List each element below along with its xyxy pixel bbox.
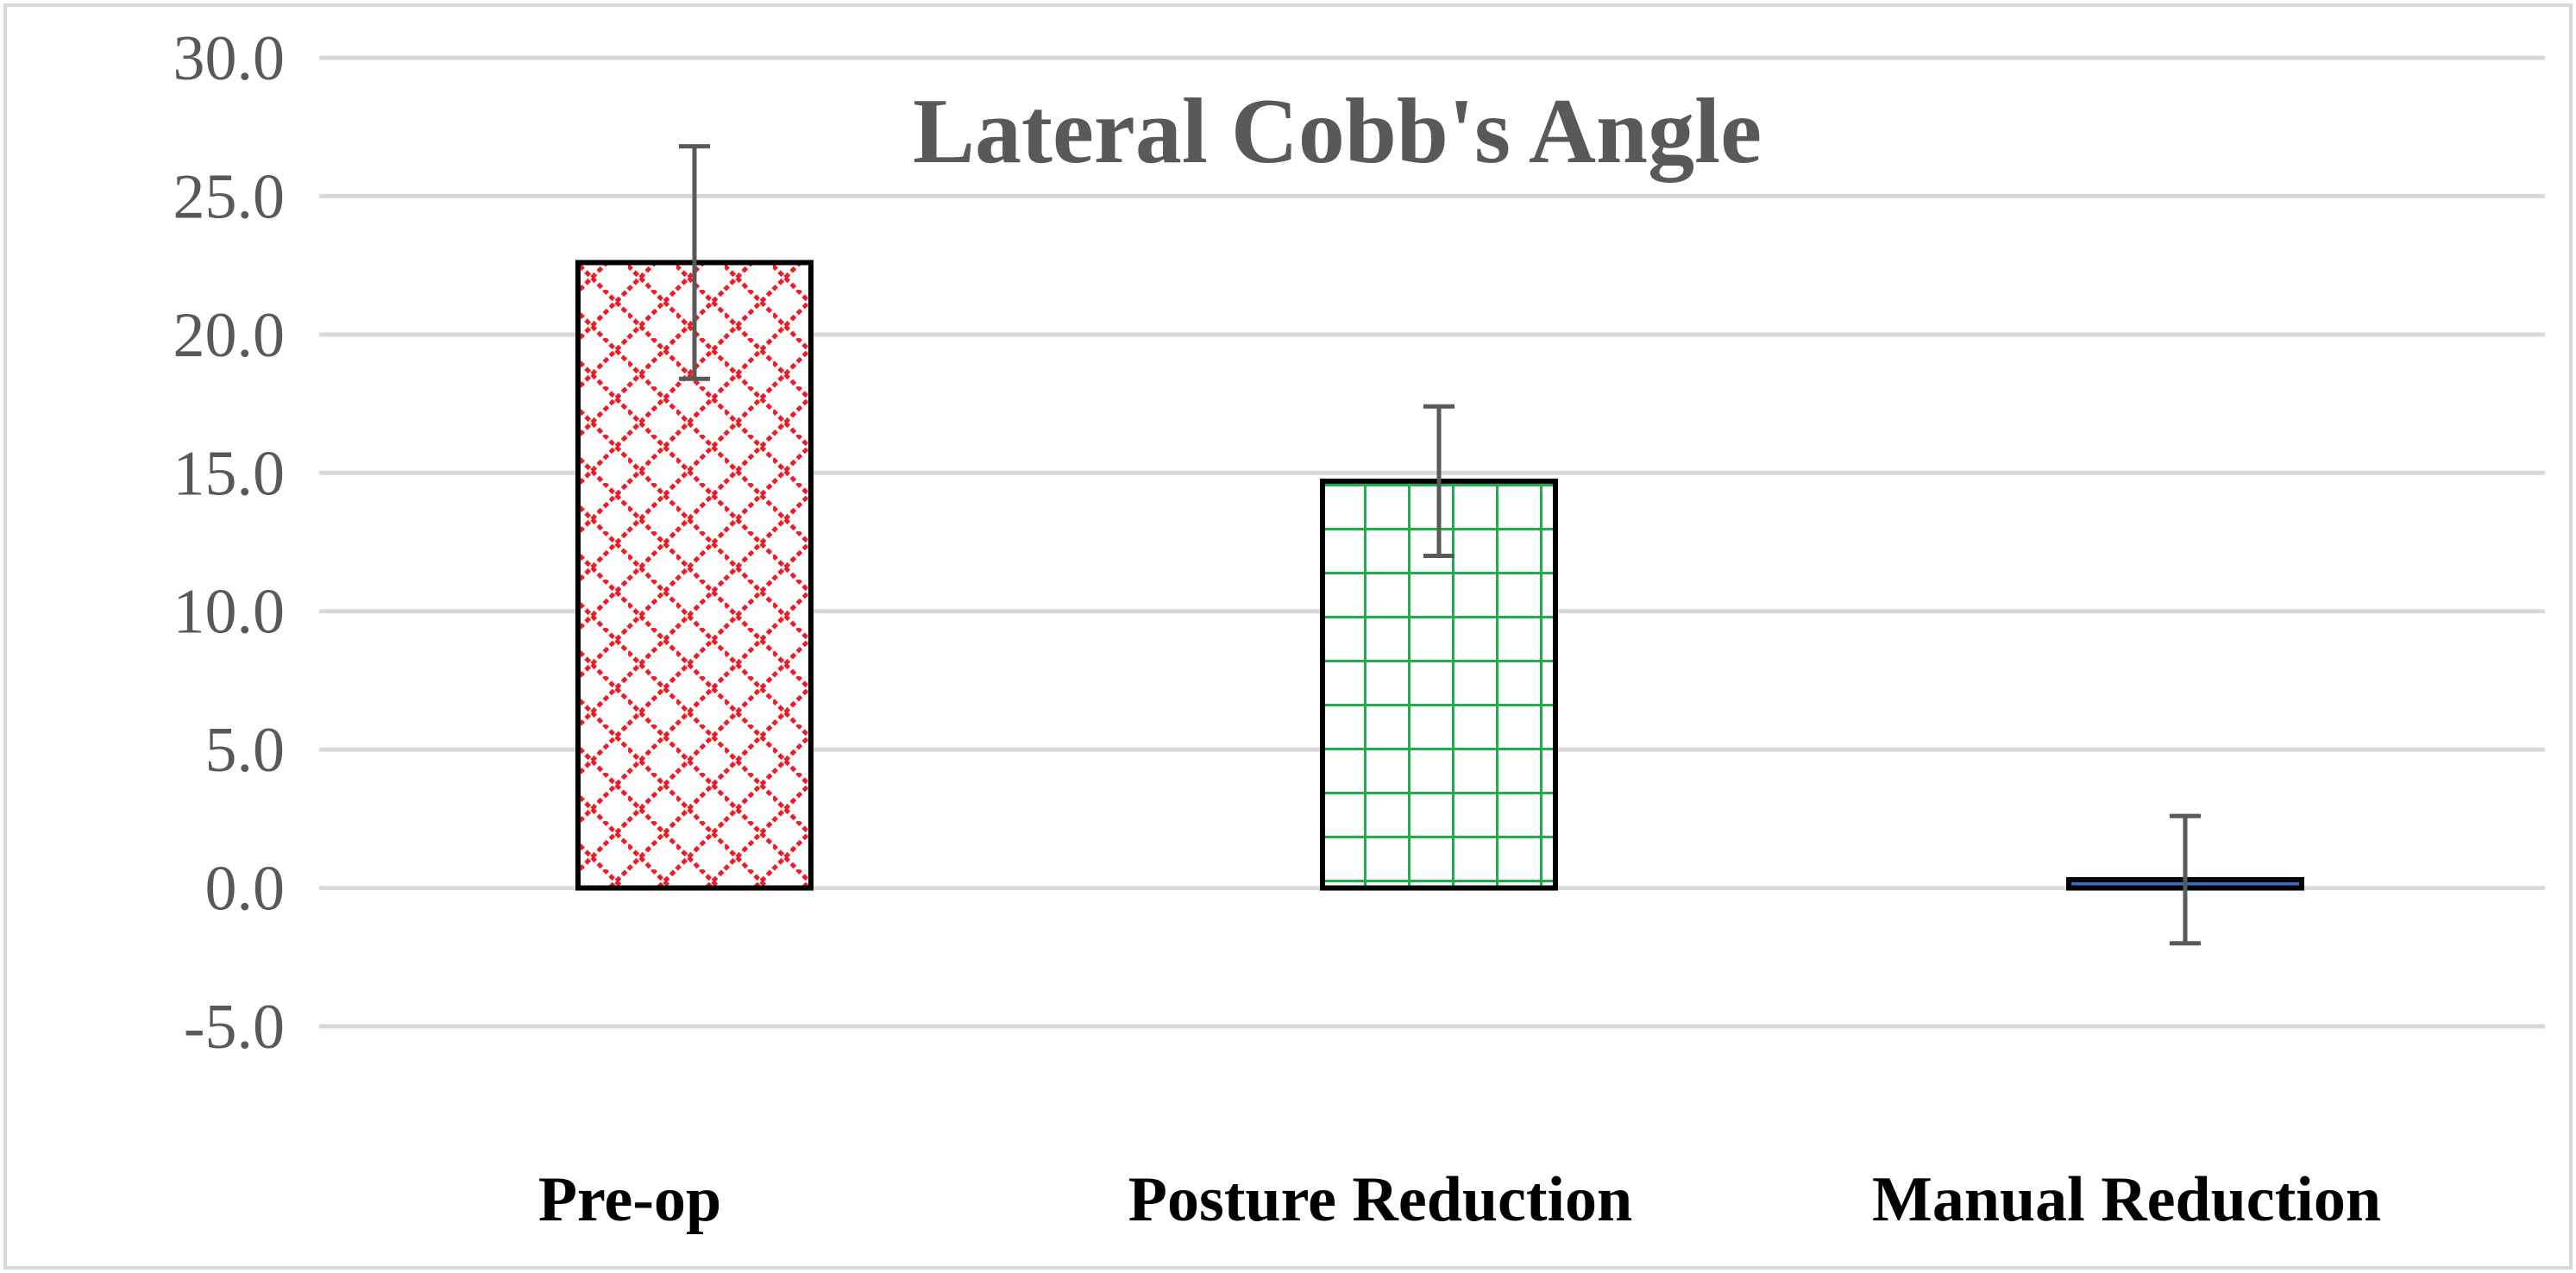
chart-frame: [3, 3, 2573, 1270]
y-tick-label: 30.0: [173, 23, 286, 94]
y-tick-label: 10.0: [173, 577, 286, 648]
error-bar: [679, 144, 710, 381]
y-tick-label: 25.0: [173, 161, 286, 232]
y-axis-ticks: 30.0 25.0 20.0 15.0 10.0 5.0 0.0 -5.0: [173, 23, 286, 1063]
chart-title: Lateral Cobb's Angle: [913, 80, 1762, 183]
error-bars: [679, 144, 2201, 946]
y-tick-label: -5.0: [184, 992, 285, 1063]
category-labels: Pre-op Posture Reduction Manual Reduction: [538, 1164, 2381, 1235]
category-label: Manual Reduction: [1872, 1164, 2381, 1235]
y-tick-label: 15.0: [173, 438, 286, 509]
y-tick-label: 5.0: [205, 715, 286, 786]
category-label: Pre-op: [538, 1164, 721, 1235]
y-tick-label: 0.0: [205, 854, 286, 925]
error-bar: [1423, 404, 1454, 559]
category-label: Posture Reduction: [1128, 1164, 1632, 1235]
error-bar: [2170, 813, 2201, 946]
y-tick-label: 20.0: [173, 300, 286, 371]
